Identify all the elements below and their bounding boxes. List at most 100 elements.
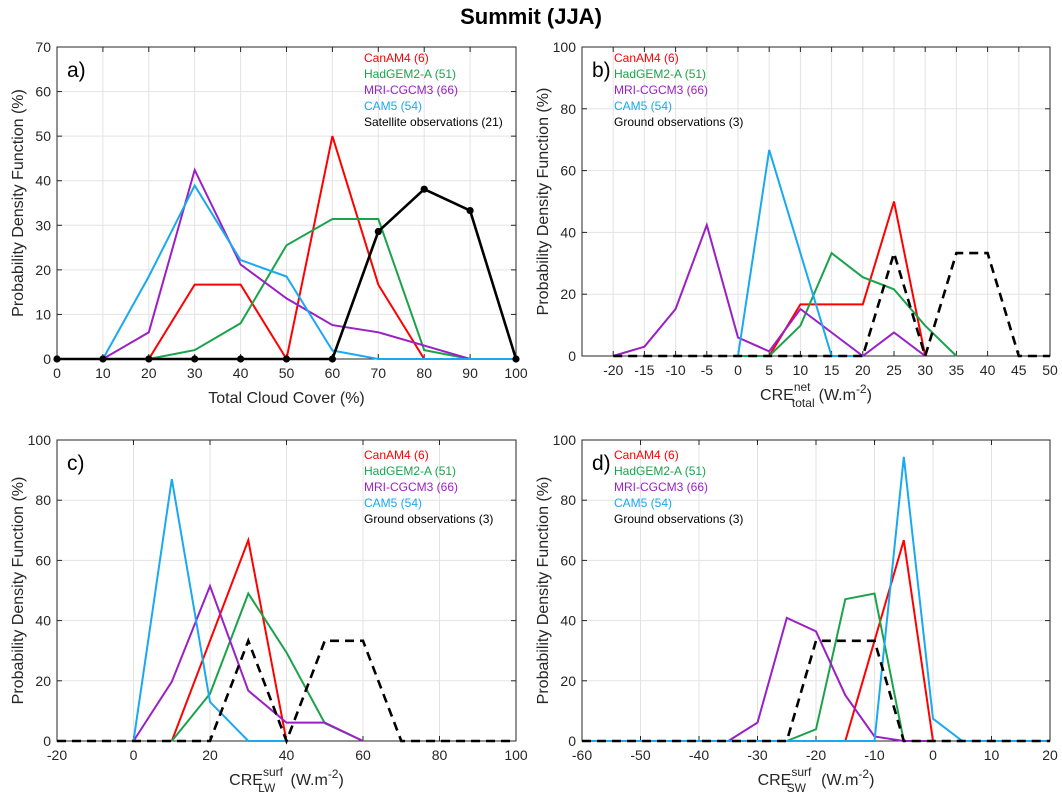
- x-axis-label-close: ): [869, 772, 874, 789]
- x-axis-label-superscript: net: [794, 380, 811, 394]
- x-tick-label: 80: [432, 747, 448, 763]
- figure-title: Summit (JJA): [460, 4, 602, 29]
- y-tick-label: 100: [553, 39, 577, 55]
- legend-entry: MRI-CGCM3 (66): [364, 83, 458, 97]
- data-point: [237, 355, 245, 363]
- x-tick-label: 25: [886, 362, 902, 378]
- x-tick-label: 40: [233, 365, 249, 381]
- legend-entry: CanAM4 (6): [614, 448, 679, 462]
- x-axis-label-exponent: -2: [858, 767, 869, 781]
- x-tick-label: 90: [462, 365, 478, 381]
- x-tick-label: 10: [984, 747, 1000, 763]
- series-line-MRI-CGCM3: [612, 221, 926, 358]
- x-tick-label: 15: [824, 362, 840, 378]
- y-axis-label: Probability Density Function (%): [10, 477, 27, 705]
- x-tick-label: 70: [371, 365, 387, 381]
- y-tick-label: 0: [43, 351, 51, 367]
- series-line-CanAM4: [170, 536, 288, 742]
- y-tick-label: 80: [35, 492, 51, 508]
- x-axis-label-subscript: SW: [787, 781, 807, 795]
- y-tick-label: 80: [560, 101, 576, 117]
- series-line-obs: [57, 637, 516, 745]
- data-point: [328, 355, 336, 363]
- x-tick-label: 60: [355, 747, 371, 763]
- series-line-CAM5: [132, 478, 287, 742]
- legend-entry: CAM5 (54): [364, 99, 422, 113]
- data-point: [282, 355, 291, 363]
- panel-label: c): [67, 452, 85, 475]
- legend-entry: HadGEM2-A (51): [364, 464, 456, 478]
- x-tick-label: -20: [47, 747, 67, 763]
- y-tick-label: 60: [560, 163, 576, 179]
- chart-panel-4: -60 -50 -40 -30 -20 -10 0 10 20 0 20 40 60 80 100 Proba…: [535, 432, 1058, 795]
- x-axis-label-main: CRE: [760, 387, 794, 404]
- x-tick-label: 20: [1042, 747, 1058, 763]
- x-tick-label: -40: [689, 747, 709, 763]
- series-line-HadGEM2-A: [148, 218, 471, 360]
- x-axis-label-units: (W.m: [821, 772, 858, 789]
- x-tick-label: -50: [630, 747, 650, 763]
- x-axis-label: CREsurf LW (W.m-2): [229, 765, 344, 795]
- legend-entry: Ground observations (3): [364, 512, 493, 526]
- data-point: [99, 355, 107, 363]
- x-axis-label: CREsurf SW (W.m-2): [758, 765, 875, 795]
- legend-entry: MRI-CGCM3 (66): [614, 480, 708, 494]
- legend-entry: Ground observations (3): [614, 115, 743, 129]
- y-tick-label: 10: [35, 306, 51, 322]
- chart-panel-2: -20 -15 -10 -5 0 5 10 15 20 25 30 35 40 45 50 0 20 40 60 80…: [535, 39, 1058, 410]
- x-axis-label-exponent: -2: [328, 767, 339, 781]
- x-tick-label: 45: [1011, 362, 1027, 378]
- y-tick-label: 20: [560, 286, 576, 302]
- x-axis-label-subscript: total: [792, 396, 815, 410]
- legend-entry: Satellite observations (21): [364, 115, 503, 129]
- y-tick-label: 50: [35, 128, 51, 144]
- x-tick-label: 60: [325, 365, 341, 381]
- legend-entry: MRI-CGCM3 (66): [364, 480, 458, 494]
- series-line-MRI-CGCM3: [132, 583, 364, 742]
- legend-entry: CAM5 (54): [614, 496, 672, 510]
- series-line-HadGEM2-A: [786, 592, 933, 742]
- x-tick-label: 0: [734, 362, 742, 378]
- x-tick-label: -15: [634, 362, 654, 378]
- x-tick-label: 100: [504, 747, 528, 763]
- panel-label: d): [592, 452, 611, 475]
- series-line-MRI-CGCM3: [727, 616, 933, 742]
- y-tick-label: 40: [35, 613, 51, 629]
- x-axis-label: Total Cloud Cover (%): [208, 390, 365, 407]
- x-tick-label: 30: [917, 362, 933, 378]
- legend-entry: CAM5 (54): [364, 496, 422, 510]
- x-axis-label-close: ): [867, 387, 872, 404]
- x-axis-label-units: (W.m: [819, 387, 856, 404]
- data-point: [145, 355, 153, 363]
- x-tick-label: 10: [95, 365, 111, 381]
- legend-entry: CanAM4 (6): [364, 51, 429, 65]
- x-tick-label: 35: [949, 362, 965, 378]
- y-tick-label: 60: [35, 552, 51, 568]
- x-tick-label: 30: [187, 365, 203, 381]
- legend-entry: HadGEM2-A (51): [614, 67, 706, 81]
- legend-entry: CAM5 (54): [614, 99, 672, 113]
- data-point: [374, 227, 382, 236]
- x-tick-label: 0: [929, 747, 937, 763]
- y-tick-label: 0: [568, 348, 576, 364]
- series-line-CAM5: [102, 183, 516, 360]
- legend-entry: CanAM4 (6): [364, 448, 429, 462]
- data-point: [191, 355, 199, 363]
- x-tick-label: 100: [504, 365, 528, 381]
- data-point: [466, 206, 474, 215]
- x-tick-label: 0: [53, 365, 61, 381]
- x-tick-label: 40: [980, 362, 996, 378]
- x-axis-label-subscript: LW: [258, 781, 276, 795]
- y-tick-label: 40: [560, 613, 576, 629]
- x-tick-label: -20: [603, 362, 623, 378]
- legend-entry: MRI-CGCM3 (66): [614, 83, 708, 97]
- y-tick-label: 0: [568, 733, 576, 749]
- legend-entry: HadGEM2-A (51): [364, 67, 456, 81]
- data-point: [512, 355, 520, 363]
- y-tick-label: 0: [43, 733, 51, 749]
- x-axis-label-units: (W.m: [290, 772, 327, 789]
- x-axis-label: CREnet total (W.m-2): [760, 380, 872, 410]
- y-tick-label: 80: [560, 492, 576, 508]
